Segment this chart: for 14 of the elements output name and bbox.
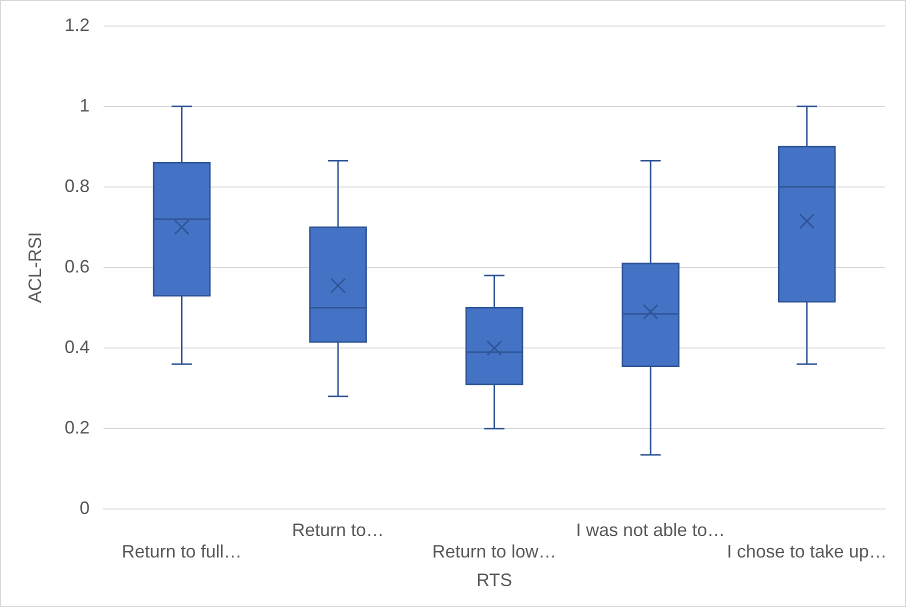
y-axis-title: ACL-RSI xyxy=(24,232,45,304)
y-tick-label: 1 xyxy=(80,95,90,116)
y-tick-label: 0.6 xyxy=(64,256,90,276)
x-tick-label: I was not able to… xyxy=(576,520,726,540)
x-axis-title: RTS xyxy=(476,570,512,590)
y-tick-label: 0.4 xyxy=(64,337,90,358)
y-tick-label: 0 xyxy=(80,498,90,518)
y-tick-label: 0.8 xyxy=(64,176,90,196)
y-tick-label: 0.2 xyxy=(64,418,90,438)
x-tick-label: Return to full… xyxy=(122,542,242,562)
x-tick-label: Return to low… xyxy=(432,542,556,562)
y-tick-label: 1.2 xyxy=(64,14,90,35)
x-tick-label: Return to… xyxy=(292,520,384,540)
x-tick-label: I chose to take up… xyxy=(726,542,887,562)
